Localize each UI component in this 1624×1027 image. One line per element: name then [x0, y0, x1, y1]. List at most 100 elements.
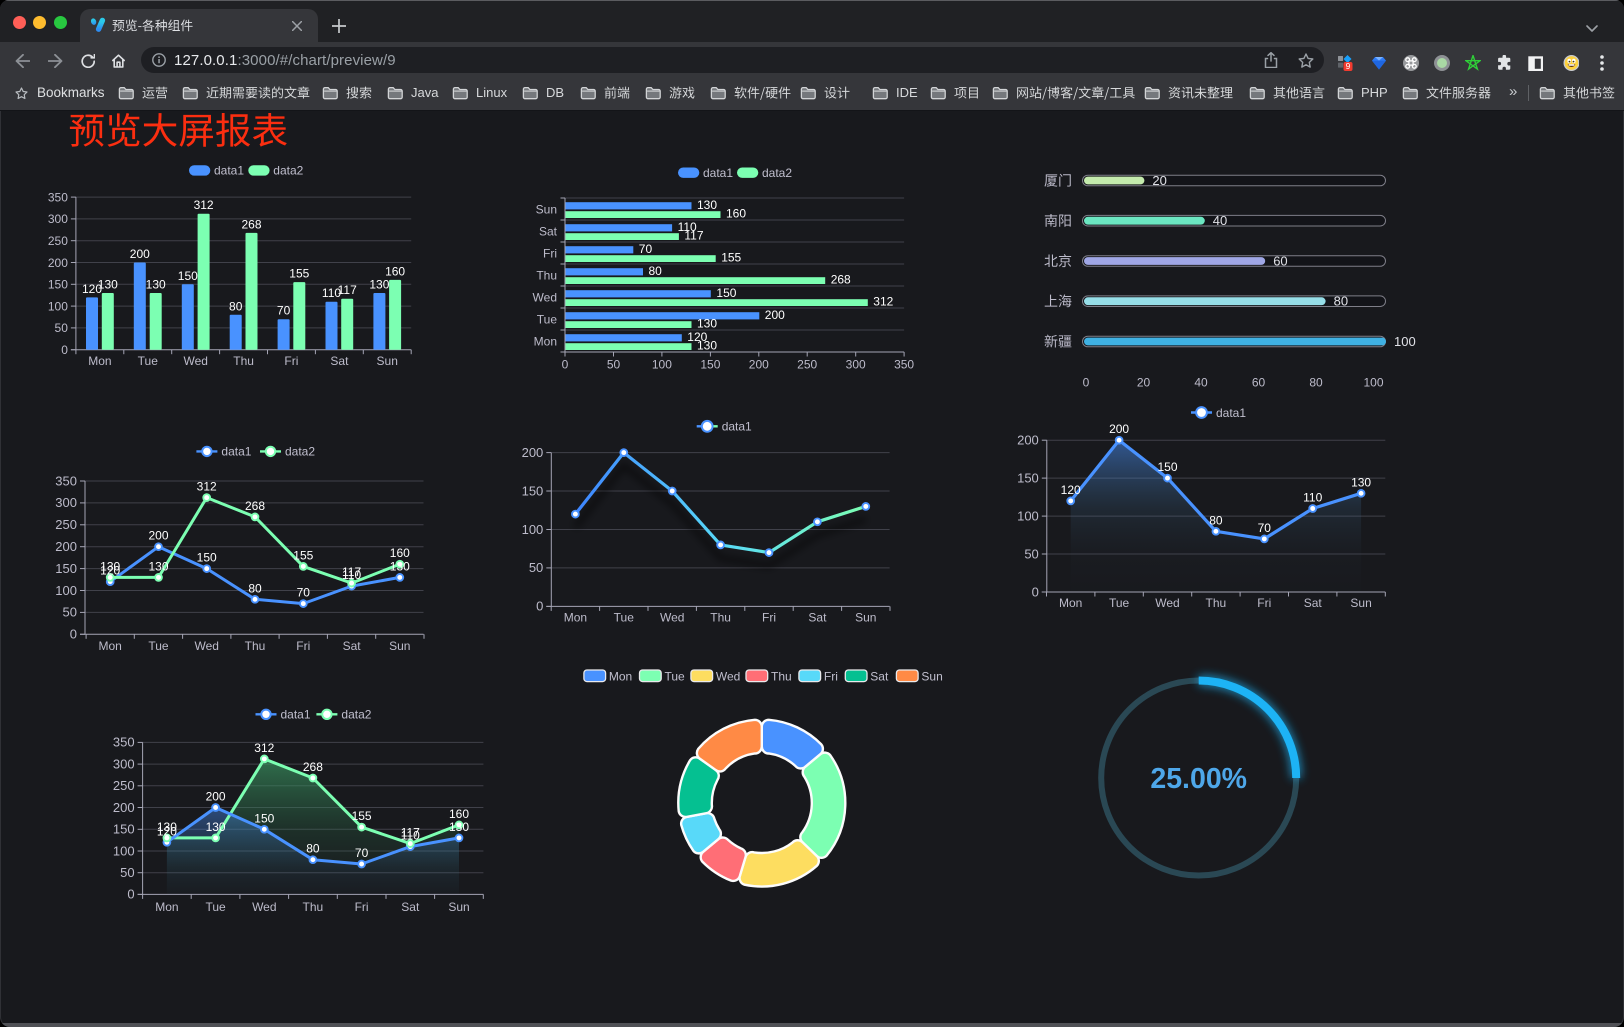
svg-text:250: 250	[55, 517, 77, 532]
svg-text:0: 0	[536, 599, 543, 614]
svg-text:155: 155	[289, 267, 309, 281]
svg-text:25.00%: 25.00%	[1150, 763, 1247, 795]
svg-text:Tue: Tue	[205, 900, 226, 914]
svg-text:Sat: Sat	[401, 900, 420, 914]
svg-text:Sun: Sun	[1350, 596, 1371, 610]
svg-text:Sat: Sat	[1304, 596, 1323, 610]
svg-text:Fri: Fri	[296, 639, 310, 653]
svg-text:data1: data1	[281, 708, 311, 722]
svg-text:Fri: Fri	[543, 246, 557, 260]
svg-text:312: 312	[197, 480, 217, 494]
svg-text:80: 80	[306, 842, 320, 856]
svg-text:312: 312	[194, 198, 214, 212]
svg-text:150: 150	[55, 561, 77, 576]
svg-text:data1: data1	[722, 420, 752, 434]
svg-text:130: 130	[206, 820, 226, 834]
svg-text:130: 130	[369, 278, 389, 292]
svg-text:117: 117	[401, 826, 420, 840]
svg-text:150: 150	[1157, 460, 1177, 474]
svg-text:Thu: Thu	[303, 900, 324, 914]
svg-text:Fri: Fri	[824, 669, 838, 683]
svg-text:70: 70	[355, 846, 369, 860]
svg-text:312: 312	[254, 741, 274, 755]
svg-text:100: 100	[1017, 508, 1039, 523]
svg-text:Tue: Tue	[1109, 596, 1130, 610]
svg-text:312: 312	[873, 295, 893, 309]
svg-text:Tue: Tue	[537, 312, 558, 326]
svg-text:70: 70	[1258, 521, 1272, 535]
svg-text:110: 110	[401, 829, 420, 843]
svg-text:110: 110	[322, 286, 341, 300]
svg-text:data1: data1	[221, 445, 251, 459]
svg-text:150: 150	[197, 551, 217, 565]
svg-text:200: 200	[113, 800, 135, 815]
svg-text:40: 40	[1194, 376, 1208, 390]
svg-text:110: 110	[342, 568, 361, 582]
svg-text:data2: data2	[285, 445, 315, 459]
svg-text:120: 120	[100, 564, 120, 578]
svg-text:200: 200	[749, 358, 769, 372]
svg-text:300: 300	[55, 495, 77, 510]
svg-text:268: 268	[303, 760, 323, 774]
svg-text:150: 150	[716, 286, 736, 300]
svg-text:Sat: Sat	[808, 611, 827, 625]
svg-text:130: 130	[390, 559, 410, 573]
svg-text:250: 250	[113, 778, 135, 793]
svg-text:data1: data1	[214, 164, 244, 178]
svg-text:Wed: Wed	[660, 611, 684, 625]
svg-text:100: 100	[48, 299, 68, 313]
svg-text:150: 150	[1017, 470, 1039, 485]
svg-text:80: 80	[1309, 376, 1323, 390]
svg-text:100: 100	[522, 522, 544, 537]
svg-text:200: 200	[55, 539, 77, 554]
svg-text:Wed: Wed	[194, 639, 218, 653]
svg-text:0: 0	[1083, 376, 1090, 390]
svg-text:20: 20	[1137, 376, 1151, 390]
svg-text:Fri: Fri	[355, 900, 369, 914]
svg-text:0: 0	[61, 343, 68, 357]
svg-text:130: 130	[697, 339, 717, 353]
svg-text:100: 100	[1363, 376, 1383, 390]
svg-text:Mon: Mon	[609, 669, 632, 683]
svg-text:80: 80	[649, 264, 663, 278]
svg-text:Wed: Wed	[183, 354, 207, 368]
svg-text:Thu: Thu	[771, 669, 792, 683]
svg-text:50: 50	[529, 560, 543, 575]
svg-text:70: 70	[277, 304, 291, 318]
svg-text:200: 200	[522, 445, 544, 460]
svg-text:Fri: Fri	[762, 611, 776, 625]
svg-text:350: 350	[894, 358, 914, 372]
svg-text:50: 50	[63, 605, 77, 620]
svg-text:Thu: Thu	[1206, 596, 1227, 610]
svg-text:130: 130	[697, 317, 717, 331]
svg-text:70: 70	[297, 586, 311, 600]
svg-text:80: 80	[1334, 294, 1348, 309]
svg-text:Wed: Wed	[716, 669, 740, 683]
svg-text:300: 300	[846, 358, 866, 372]
svg-text:120: 120	[157, 824, 177, 838]
svg-text:data2: data2	[341, 708, 371, 722]
svg-text:data1: data1	[703, 166, 733, 180]
svg-text:70: 70	[639, 242, 653, 256]
svg-text:100: 100	[652, 358, 672, 372]
svg-text:50: 50	[607, 358, 621, 372]
svg-text:20: 20	[1152, 173, 1166, 188]
svg-text:Sun: Sun	[855, 611, 876, 625]
svg-text:Tue: Tue	[665, 669, 686, 683]
svg-text:250: 250	[797, 358, 817, 372]
svg-text:130: 130	[98, 278, 118, 292]
svg-text:50: 50	[55, 321, 69, 335]
svg-text:300: 300	[48, 212, 68, 226]
svg-text:250: 250	[48, 234, 68, 248]
svg-text:100: 100	[1394, 334, 1416, 349]
svg-text:Sun: Sun	[448, 900, 469, 914]
svg-text:Mon: Mon	[564, 611, 587, 625]
svg-text:60: 60	[1273, 253, 1287, 268]
svg-text:155: 155	[352, 809, 372, 823]
svg-text:0: 0	[70, 627, 77, 642]
svg-text:130: 130	[157, 820, 177, 834]
svg-text:Thu: Thu	[536, 268, 557, 282]
svg-text:80: 80	[229, 299, 243, 313]
svg-text:155: 155	[293, 548, 313, 562]
svg-text:60: 60	[1252, 376, 1266, 390]
